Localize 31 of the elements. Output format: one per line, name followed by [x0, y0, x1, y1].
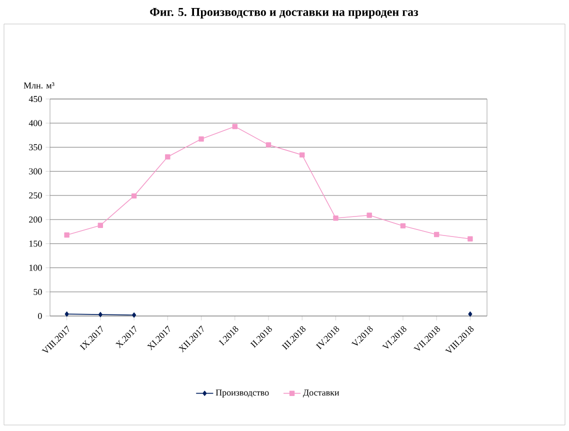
y-tick-label: 350 — [29, 144, 42, 150]
point — [400, 223, 406, 228]
point — [98, 222, 104, 228]
point — [64, 232, 70, 238]
point — [165, 154, 170, 160]
point — [333, 216, 338, 221]
point — [300, 152, 305, 158]
y-tick-label: 400 — [28, 120, 42, 126]
chart-title: Фиг. 5. Производство и доставки на природен газ — [150, 8, 418, 18]
point — [131, 193, 137, 199]
point — [468, 236, 473, 242]
y-tick-label: 250 — [29, 192, 42, 198]
legend-label: Доставки — [303, 390, 340, 398]
y-tick-label: 150 — [29, 240, 42, 247]
point — [132, 312, 136, 318]
point — [266, 142, 272, 148]
legend-label: Производство — [216, 390, 269, 398]
y-tick-label: 0 — [38, 312, 42, 320]
y-tick-label: 450 — [28, 96, 42, 102]
point — [232, 124, 238, 130]
point — [468, 311, 472, 317]
y-tick-label: 200 — [29, 216, 42, 223]
point — [366, 212, 372, 218]
y-tick-label: 100 — [29, 264, 42, 271]
point — [98, 312, 102, 318]
y-tick-label: 50 — [34, 288, 42, 295]
y-tick-label: 300 — [29, 168, 42, 174]
point — [198, 136, 204, 142]
point — [434, 232, 440, 238]
point — [64, 311, 69, 317]
y-axis-title: Млн. м³ — [24, 82, 54, 88]
